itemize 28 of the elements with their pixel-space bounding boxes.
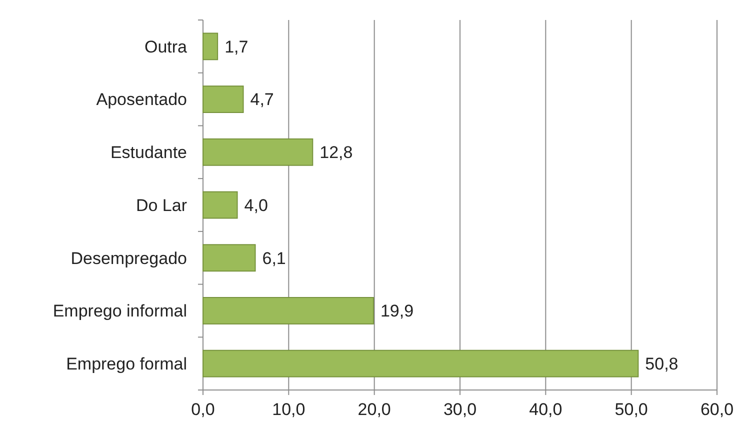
data-label: 50,8 xyxy=(645,354,678,374)
data-label: 4,0 xyxy=(244,196,268,215)
x-tick-label: 20,0 xyxy=(358,400,391,419)
bar xyxy=(202,350,639,378)
x-tick-label: 0,0 xyxy=(191,400,215,419)
y-tick-label: Do Lar xyxy=(136,196,188,215)
bar xyxy=(202,138,314,166)
data-label: 12,8 xyxy=(320,143,353,162)
bar xyxy=(202,244,256,272)
x-tick-label: 60,0 xyxy=(700,400,734,419)
y-tick-label: Desempregado xyxy=(70,248,187,268)
y-tick-label: Emprego informal xyxy=(52,302,187,321)
bar xyxy=(202,32,218,60)
x-tick-label: 40,0 xyxy=(529,400,562,419)
x-tick-label: 10,0 xyxy=(272,400,306,419)
y-tick-label: Estudante xyxy=(110,143,187,162)
data-label: 1,7 xyxy=(224,37,248,56)
bar xyxy=(202,191,238,219)
x-tick-label: 30,0 xyxy=(443,400,477,419)
y-tick-label: Emprego formal xyxy=(66,354,187,374)
y-tick-label: Aposentado xyxy=(96,90,187,110)
x-tick-label: 50,0 xyxy=(614,400,648,419)
data-label: 4,7 xyxy=(250,90,274,110)
data-label: 19,9 xyxy=(380,302,414,321)
y-tick-label: Outra xyxy=(144,37,188,56)
bar xyxy=(202,297,374,324)
bar xyxy=(202,86,244,113)
data-label: 6,1 xyxy=(262,248,286,268)
